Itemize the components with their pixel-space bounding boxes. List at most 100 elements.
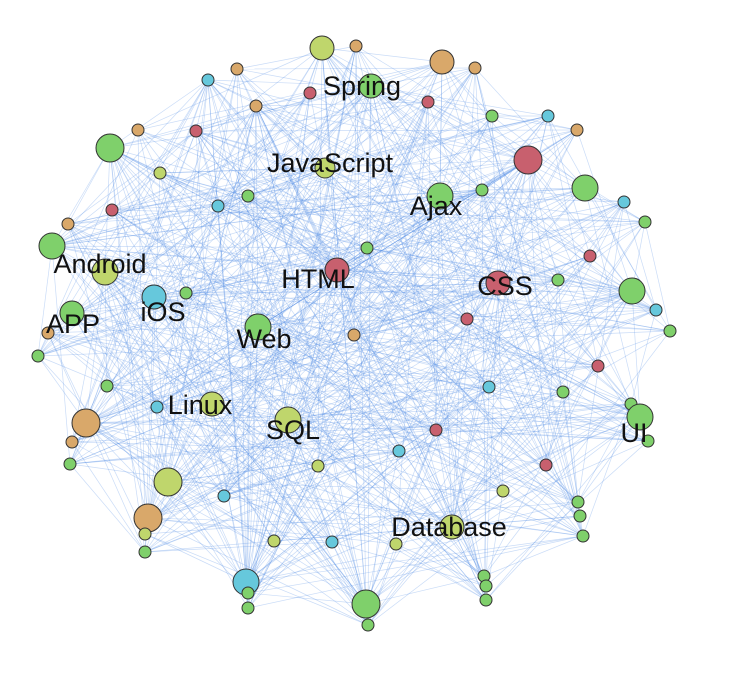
edge — [37, 189, 483, 357]
edge — [441, 61, 633, 292]
edge — [67, 205, 219, 225]
edges — [37, 45, 671, 626]
edge — [223, 247, 368, 497]
edge — [167, 450, 400, 483]
edge — [111, 209, 487, 601]
node — [230, 62, 244, 76]
edge — [247, 159, 529, 594]
edge — [287, 419, 453, 528]
edge — [317, 465, 485, 577]
edge — [367, 282, 499, 626]
edge — [353, 101, 429, 336]
edge — [439, 195, 633, 292]
edge — [111, 159, 529, 211]
edge — [51, 147, 111, 247]
edge — [488, 159, 529, 388]
edge — [287, 282, 499, 421]
edge — [207, 79, 367, 605]
edge — [488, 255, 591, 388]
edge — [144, 419, 289, 553]
edge — [156, 167, 326, 408]
edge — [109, 147, 490, 388]
node — [244, 313, 272, 341]
edge — [427, 101, 586, 189]
edge — [395, 403, 632, 545]
edge — [159, 172, 499, 284]
node — [324, 257, 350, 283]
edge — [104, 271, 367, 605]
edge — [195, 130, 338, 271]
edge — [104, 61, 443, 273]
edge — [47, 309, 657, 334]
edge — [439, 195, 625, 203]
edge — [223, 115, 549, 497]
edge — [257, 326, 564, 393]
edge — [69, 159, 529, 465]
node — [311, 459, 325, 473]
edge — [370, 85, 632, 405]
edge — [366, 85, 372, 249]
labels: Spring JavaScript Ajax Android HTML CSS … — [46, 71, 648, 542]
edge — [365, 450, 400, 605]
node — [551, 273, 565, 287]
edge — [236, 68, 632, 405]
edge — [255, 105, 326, 169]
edge — [167, 481, 275, 542]
edge — [630, 309, 657, 405]
node — [249, 99, 263, 113]
edge — [435, 279, 559, 431]
edge — [366, 247, 657, 311]
edge — [317, 465, 367, 605]
edge — [67, 223, 149, 519]
edge — [367, 526, 453, 626]
edge — [245, 61, 443, 583]
edge — [451, 365, 599, 528]
edge — [137, 129, 499, 284]
edge — [147, 517, 397, 545]
node — [217, 489, 231, 503]
edge — [287, 416, 641, 421]
edge — [207, 79, 355, 336]
edge — [51, 85, 372, 247]
edge — [247, 195, 368, 249]
edge — [488, 386, 547, 466]
edge — [71, 79, 209, 443]
edge — [451, 221, 646, 528]
edge — [85, 221, 646, 424]
node — [571, 495, 585, 509]
edge — [111, 209, 581, 517]
edge — [144, 541, 333, 553]
edge — [245, 403, 632, 583]
edge — [247, 167, 326, 197]
edge — [85, 68, 238, 424]
node — [583, 249, 597, 263]
edge — [247, 45, 357, 609]
edge — [255, 105, 529, 161]
edge — [144, 540, 275, 553]
edge — [331, 450, 400, 543]
edge — [111, 209, 369, 626]
edge — [111, 189, 483, 211]
edge — [245, 290, 633, 583]
edge — [439, 195, 584, 537]
edge — [287, 419, 333, 543]
edge — [395, 543, 487, 587]
edge — [257, 45, 357, 328]
edge — [47, 332, 487, 601]
edge — [577, 201, 625, 503]
node — [131, 123, 145, 137]
edge — [85, 422, 369, 626]
edge — [167, 481, 504, 492]
edge — [577, 403, 632, 503]
edge — [527, 159, 547, 466]
edge — [247, 592, 367, 605]
edge — [370, 85, 487, 601]
edge — [398, 159, 529, 452]
edge — [366, 247, 559, 281]
edge — [435, 429, 504, 492]
edge — [144, 47, 323, 553]
edge — [51, 245, 333, 543]
edge — [223, 195, 441, 497]
node — [267, 534, 281, 548]
edge — [245, 535, 584, 583]
